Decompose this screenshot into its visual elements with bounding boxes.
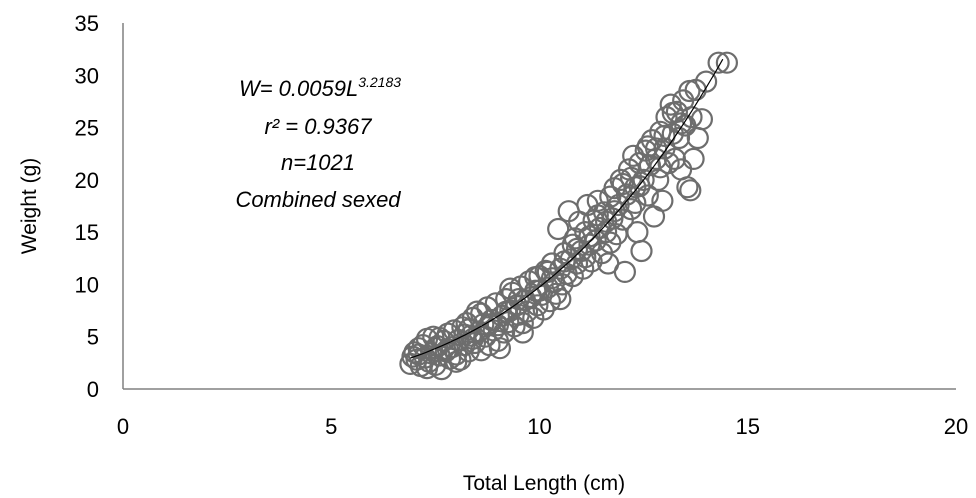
data-point xyxy=(528,279,551,302)
data-point xyxy=(586,189,609,212)
data-point xyxy=(565,237,589,260)
data-point xyxy=(445,350,468,373)
data-point xyxy=(686,126,709,150)
equation-annotation: W= 0.0059L3.2183 r² = 0.9367 n=1021 Comb… xyxy=(235,74,401,212)
x-axis-title: Total Length (cm) xyxy=(463,472,625,495)
data-point xyxy=(572,257,595,280)
x-tick-label: 15 xyxy=(736,414,760,439)
equation-exponent: 3.2183 xyxy=(358,74,401,90)
y-tick-label: 25 xyxy=(75,116,99,141)
data-point xyxy=(549,288,572,311)
data-points xyxy=(399,51,739,381)
x-tick-labels: 0 5 10 15 20 xyxy=(117,414,968,439)
data-point xyxy=(578,225,601,248)
data-point xyxy=(594,210,618,233)
data-point xyxy=(613,260,637,283)
data-point xyxy=(630,239,653,263)
r-squared-text: r² = 0.9367 xyxy=(264,114,372,139)
data-point xyxy=(715,51,739,74)
data-point xyxy=(424,337,447,360)
y-axis-title: Weight (g) xyxy=(18,158,41,254)
data-point xyxy=(553,250,576,273)
data-point xyxy=(478,313,501,336)
data-point xyxy=(632,168,655,191)
data-point xyxy=(619,166,643,189)
equation-text: W= 0.0059L3.2183 xyxy=(239,74,401,101)
data-point xyxy=(676,176,699,199)
data-point xyxy=(428,326,451,349)
data-point xyxy=(694,70,718,93)
data-point xyxy=(636,135,659,158)
data-point xyxy=(679,179,702,202)
data-point xyxy=(436,338,459,361)
data-point xyxy=(651,189,674,212)
data-point xyxy=(524,266,547,289)
data-point xyxy=(574,246,597,269)
n-text: n=1021 xyxy=(281,150,355,175)
data-point xyxy=(495,300,518,323)
y-tick-label: 0 xyxy=(87,377,99,402)
data-point xyxy=(667,126,691,150)
y-tick-label: 5 xyxy=(87,325,99,350)
x-tick-label: 0 xyxy=(117,414,129,439)
data-point xyxy=(642,205,666,228)
data-point xyxy=(669,112,693,135)
data-point xyxy=(707,51,730,74)
y-tick-label: 10 xyxy=(75,272,99,297)
y-tick-labels: 0 5 10 15 20 25 30 35 xyxy=(75,11,99,402)
data-point xyxy=(619,198,643,221)
data-point xyxy=(682,147,705,170)
y-tick-label: 30 xyxy=(75,63,99,88)
y-tick-label: 20 xyxy=(75,168,99,193)
data-point xyxy=(511,321,534,344)
group-text: Combined sexed xyxy=(235,187,401,212)
data-point xyxy=(453,323,476,346)
x-tick-label: 20 xyxy=(944,414,968,439)
y-tick-label: 15 xyxy=(75,220,99,245)
data-point xyxy=(511,312,534,335)
fit-curve xyxy=(410,58,724,359)
data-point xyxy=(599,231,622,254)
equation-base: W= 0.0059L xyxy=(239,76,358,101)
data-point xyxy=(540,267,564,290)
data-point xyxy=(628,175,651,198)
x-tick-label: 10 xyxy=(527,414,551,439)
data-point xyxy=(653,124,676,147)
data-point xyxy=(547,217,570,241)
data-point xyxy=(659,93,682,116)
data-point xyxy=(507,288,530,311)
data-point xyxy=(626,221,649,244)
x-tick-label: 5 xyxy=(325,414,337,439)
y-tick-label: 35 xyxy=(75,11,99,36)
data-point xyxy=(690,108,714,131)
